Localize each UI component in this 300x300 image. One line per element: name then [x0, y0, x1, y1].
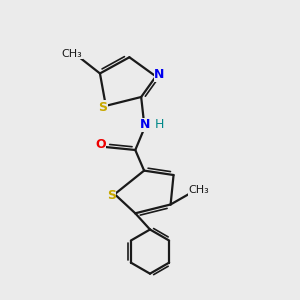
Text: CH₃: CH₃ [188, 185, 209, 195]
Text: N: N [154, 68, 165, 81]
Text: S: S [98, 101, 107, 114]
Text: O: O [95, 138, 106, 151]
Text: H: H [155, 118, 164, 131]
Text: CH₃: CH₃ [61, 49, 82, 59]
Text: S: S [106, 189, 116, 202]
Text: N: N [140, 118, 150, 131]
